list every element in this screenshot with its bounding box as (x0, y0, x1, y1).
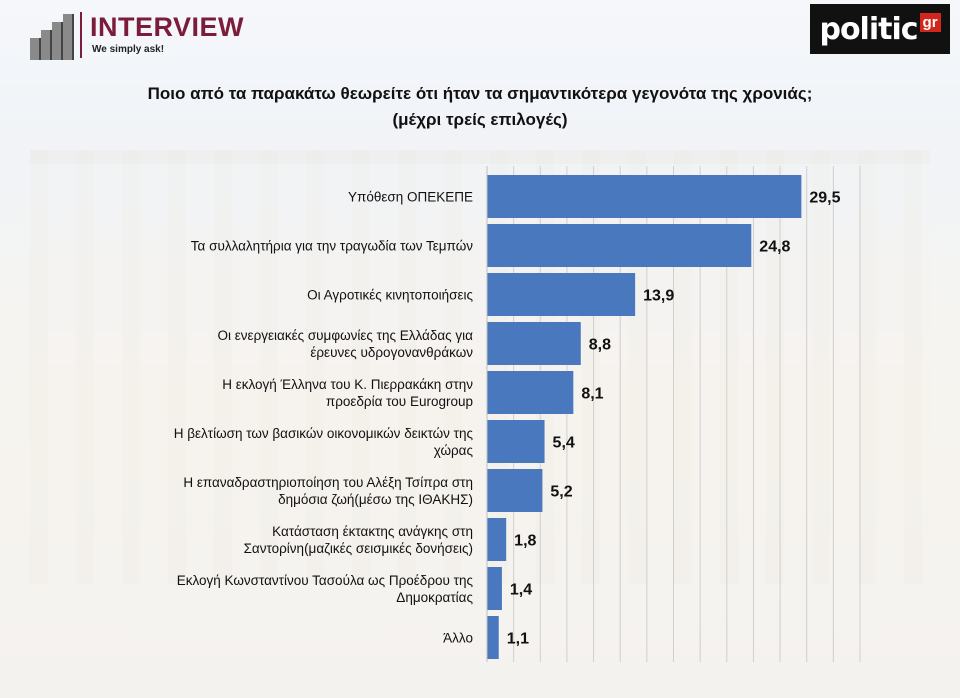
bar (487, 224, 752, 267)
politic-logo: politic gr (810, 4, 950, 54)
bar (487, 420, 545, 463)
politic-logo-word: politic (819, 11, 918, 47)
category-label: Άλλο (443, 631, 473, 646)
bar (487, 616, 499, 659)
bar (487, 175, 802, 218)
category-label: Οι ενεργειακές συμφωνίες της Ελλάδας για… (218, 328, 474, 360)
bar (487, 567, 502, 610)
category-label: Η εκλογή Έλληνα του Κ. Πιερρακάκη στην πρ… (222, 377, 473, 409)
interview-logo-divider (80, 12, 82, 58)
interview-logo-title: INTERVIEW (90, 12, 245, 42)
bar-value-label: 5,4 (553, 435, 575, 452)
bar (487, 469, 543, 512)
interview-logo: INTERVIEW We simply ask! (28, 8, 244, 62)
bar-value-label: 8,8 (589, 337, 611, 354)
category-label: Οι Αγροτικές κινητοποιήσεις (307, 288, 473, 303)
bar (487, 322, 581, 365)
bar-value-label: 1,4 (510, 582, 532, 599)
chart-title: Ποιο από τα παρακάτω θεωρείτε ότι ήταν τ… (147, 84, 813, 103)
bar-value-label: 29,5 (809, 190, 840, 207)
bar (487, 518, 507, 561)
bar-value-label: 1,8 (514, 533, 536, 550)
interview-logo-tagline: We simply ask! (92, 44, 165, 55)
category-label: Εκλογή Κωνσταντίνου Τασούλα ως Προέδρου … (177, 573, 474, 605)
bar-chart: 29,5 Υπόθεση ΟΠΕΚΕΠΕ 24,8 Τα συλλαλητήρια γ… (174, 166, 861, 662)
bar-value-label: 5,2 (550, 484, 572, 501)
category-label: Η βελτίωση των βασικών οικονομικών δεικτ… (174, 426, 474, 458)
bar-value-label: 8,1 (581, 386, 603, 403)
bar-value-label: 24,8 (759, 239, 790, 256)
bar-value-label: 13,9 (643, 288, 674, 305)
chart-subtitle: (μέχρι τρείς επιλογές) (392, 110, 568, 129)
category-label: Υπόθεση ΟΠΕΚΕΠΕ (348, 190, 473, 205)
bar-value-label: 1,1 (507, 631, 529, 648)
category-label: Τα συλλαλητήρια για την τραγωδία των Τεμ… (191, 239, 473, 254)
category-label: Κατάσταση έκτακτης ανάγκης στη Σαντορίνη(… (244, 524, 473, 556)
bar (487, 371, 574, 414)
category-label: Η επαναδραστηριοποίηση του Αλέξη Τσίπρα … (183, 475, 473, 507)
bar (487, 273, 636, 316)
politic-logo-suffix: gr (919, 12, 941, 32)
interview-logo-bars-icon (28, 12, 76, 60)
